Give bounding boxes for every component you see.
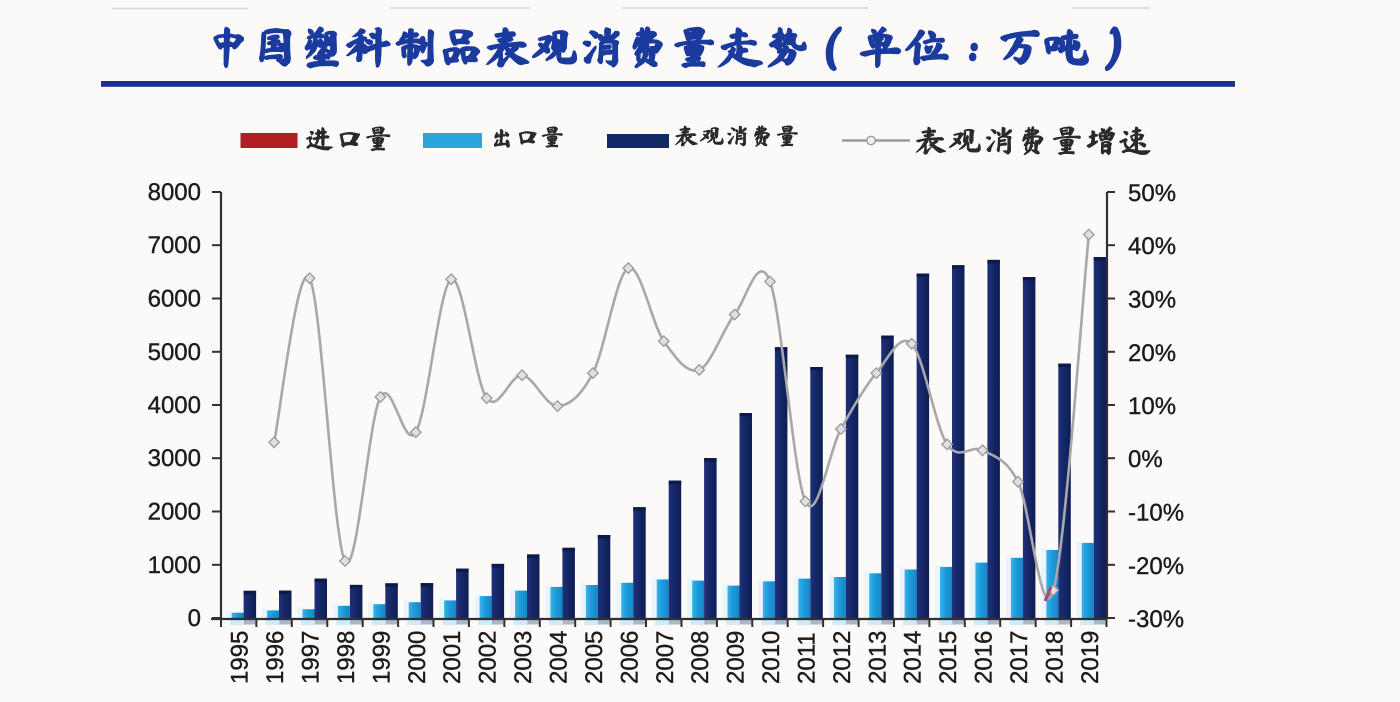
svg-text:4000: 4000 [148, 392, 201, 419]
svg-text:2004: 2004 [546, 631, 573, 684]
svg-text:2006: 2006 [616, 631, 643, 684]
svg-text:5000: 5000 [148, 339, 201, 366]
svg-text:2008: 2008 [687, 631, 714, 684]
svg-text:2011: 2011 [793, 632, 820, 684]
svg-text:1997: 1997 [298, 631, 325, 684]
svg-text:2016: 2016 [971, 631, 998, 684]
svg-text:2012: 2012 [829, 631, 856, 684]
svg-text:2019: 2019 [1077, 631, 1104, 684]
svg-text:10%: 10% [1128, 393, 1176, 420]
svg-text:2009: 2009 [723, 631, 750, 684]
svg-text:1995: 1995 [227, 631, 254, 684]
svg-text:3000: 3000 [148, 445, 201, 472]
svg-text:2001: 2001 [439, 631, 466, 684]
svg-text:50%: 50% [1128, 180, 1176, 207]
svg-text:6000: 6000 [148, 286, 201, 313]
svg-text:7000: 7000 [148, 232, 201, 259]
svg-text:2017: 2017 [1006, 631, 1033, 684]
svg-text:2014: 2014 [900, 631, 927, 684]
svg-text:2000: 2000 [404, 631, 431, 684]
svg-text:2005: 2005 [581, 631, 608, 684]
svg-text:1999: 1999 [368, 631, 395, 684]
svg-text:1000: 1000 [148, 552, 201, 579]
svg-text:1996: 1996 [262, 631, 289, 684]
svg-text:2007: 2007 [652, 631, 679, 684]
svg-text:20%: 20% [1128, 340, 1176, 367]
svg-text:-10%: -10% [1128, 500, 1184, 527]
svg-text:0: 0 [188, 605, 201, 632]
svg-text:2000: 2000 [148, 499, 201, 526]
svg-text:30%: 30% [1128, 287, 1176, 314]
svg-text:-30%: -30% [1128, 606, 1184, 633]
svg-text:8000: 8000 [148, 179, 201, 206]
svg-text:-20%: -20% [1128, 553, 1184, 580]
svg-text:2010: 2010 [758, 631, 785, 684]
svg-text:2003: 2003 [510, 631, 537, 684]
svg-text:2018: 2018 [1041, 631, 1068, 684]
svg-text:2015: 2015 [935, 631, 962, 684]
svg-text:40%: 40% [1128, 233, 1176, 260]
svg-text:1998: 1998 [333, 631, 360, 684]
svg-text:0%: 0% [1128, 446, 1163, 473]
svg-text:2013: 2013 [864, 631, 891, 684]
svg-text:2002: 2002 [475, 631, 502, 684]
